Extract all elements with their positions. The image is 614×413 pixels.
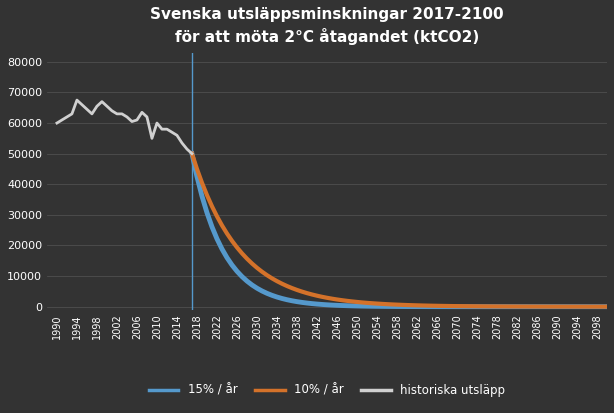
15% / år <box>193 174 201 179</box>
historiska utsläpp <box>108 108 115 113</box>
historiska utsläpp <box>148 136 155 141</box>
10% / år <box>394 302 401 307</box>
historiska utsläpp <box>98 99 106 104</box>
10% / år <box>523 304 530 309</box>
Title: Svenska utsläppsminskningar 2017-2100
för att möta 2°C åtagandet (ktCO2): Svenska utsläppsminskningar 2017-2100 fö… <box>150 7 504 45</box>
Line: 15% / år: 15% / år <box>192 154 607 307</box>
historiska utsläpp <box>178 140 185 145</box>
historiska utsläpp <box>73 97 80 102</box>
10% / år <box>193 166 201 171</box>
historiska utsläpp <box>133 118 141 123</box>
historiska utsläpp <box>154 121 161 126</box>
historiska utsläpp <box>183 147 190 152</box>
Line: 10% / år: 10% / år <box>192 154 607 307</box>
historiska utsläpp <box>113 112 120 116</box>
15% / år <box>503 304 511 309</box>
15% / år <box>373 304 381 309</box>
historiska utsläpp <box>68 112 76 116</box>
historiska utsläpp <box>143 114 150 119</box>
15% / år <box>523 304 530 309</box>
10% / år <box>213 214 220 219</box>
15% / år <box>213 236 220 241</box>
historiska utsläpp <box>53 121 61 126</box>
historiska utsläpp <box>78 102 85 107</box>
Legend: 15% / år, 10% / år, historiska utsläpp: 15% / år, 10% / år, historiska utsläpp <box>144 379 510 401</box>
10% / år <box>503 304 511 309</box>
10% / år <box>188 151 196 156</box>
historiska utsläpp <box>188 151 196 156</box>
10% / år <box>373 301 381 306</box>
Line: historiska utsläpp: historiska utsläpp <box>57 100 192 154</box>
historiska utsläpp <box>84 107 91 112</box>
historiska utsläpp <box>63 114 71 119</box>
15% / år <box>394 304 401 309</box>
historiska utsläpp <box>168 130 176 135</box>
10% / år <box>604 304 611 309</box>
historiska utsläpp <box>58 118 66 123</box>
historiska utsläpp <box>123 114 131 119</box>
15% / år <box>188 151 196 156</box>
15% / år <box>604 304 611 309</box>
historiska utsläpp <box>138 110 146 115</box>
historiska utsläpp <box>103 104 111 109</box>
historiska utsläpp <box>163 127 171 132</box>
historiska utsläpp <box>128 119 136 124</box>
historiska utsläpp <box>88 112 96 116</box>
historiska utsläpp <box>158 127 166 132</box>
historiska utsläpp <box>93 104 101 109</box>
historiska utsläpp <box>173 133 181 138</box>
historiska utsläpp <box>119 112 126 116</box>
